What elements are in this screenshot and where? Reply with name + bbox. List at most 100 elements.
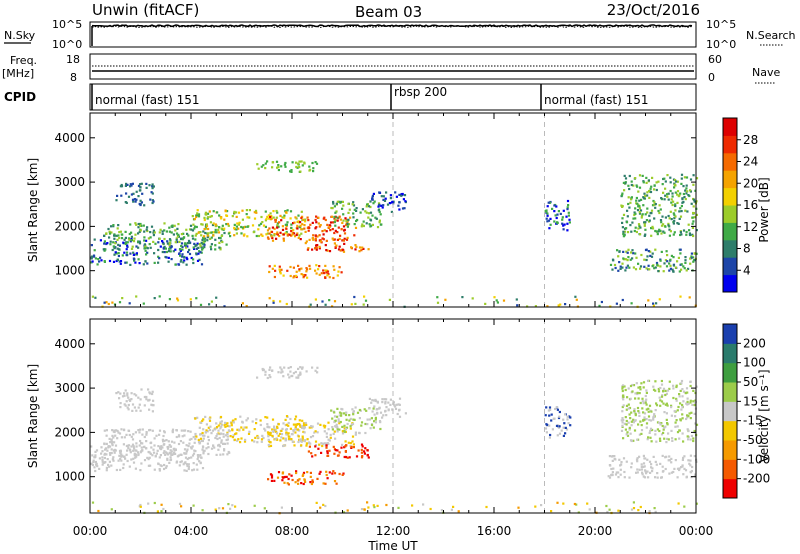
echo-cell — [565, 428, 569, 431]
echo-cell — [650, 410, 653, 413]
echo-cell — [127, 396, 130, 399]
echo-cell — [377, 202, 381, 205]
echo-cell — [165, 230, 168, 233]
echo-cell — [194, 432, 197, 436]
echo-cell — [682, 229, 686, 232]
echo-cell — [204, 231, 207, 235]
echo-cell — [142, 302, 145, 305]
echo-cell — [177, 233, 180, 236]
echo-cell — [692, 389, 695, 392]
echo-cell — [311, 481, 314, 484]
echo-cell — [302, 426, 305, 429]
echo-cell — [266, 232, 269, 235]
echo-cell — [94, 460, 97, 464]
echo-cell — [119, 262, 122, 265]
echo-cell — [266, 423, 269, 426]
echo-cell — [142, 224, 145, 227]
echo-cell — [549, 433, 552, 437]
echo-cell — [173, 441, 176, 444]
echo-cell — [679, 215, 683, 218]
echo-cell — [624, 269, 627, 272]
echo-cell — [198, 442, 201, 445]
echo-cell — [117, 234, 120, 237]
echo-cell — [361, 455, 364, 458]
echo-cell — [327, 428, 330, 431]
echo-cell — [185, 469, 188, 472]
echo-cell — [556, 501, 559, 504]
echo-cell — [282, 237, 285, 240]
echo-cell — [140, 224, 143, 227]
echo-cell — [130, 239, 133, 242]
echo-cell — [122, 463, 125, 466]
echo-cell — [267, 435, 270, 438]
echo-cell — [297, 482, 300, 485]
echo-cell — [149, 428, 152, 432]
echo-cell — [631, 383, 634, 387]
echo-cell — [436, 296, 439, 299]
echo-cell — [667, 222, 670, 225]
echo-cell — [268, 270, 271, 274]
echo-cell — [335, 202, 338, 205]
echo-cell — [356, 411, 360, 414]
echo-cell — [223, 442, 227, 445]
echo-cell — [315, 246, 318, 249]
echo-cell — [183, 452, 186, 455]
echo-cell — [675, 385, 678, 389]
echo-cell — [279, 272, 282, 275]
echo-cell — [329, 433, 332, 436]
echo-cell — [214, 238, 217, 241]
echo-cell — [229, 507, 232, 510]
echo-cell — [693, 412, 696, 415]
echo-cell — [206, 212, 210, 215]
echo-cell — [173, 451, 176, 454]
echo-cell — [103, 429, 106, 432]
echo-cell — [115, 468, 118, 472]
echo-cell — [215, 231, 218, 234]
echo-cell — [283, 444, 286, 447]
echo-cell — [145, 433, 148, 436]
echo-cell — [307, 247, 310, 250]
echo-cell — [689, 399, 692, 402]
echo-cell — [185, 263, 188, 266]
echo-cell — [679, 233, 682, 237]
echo-cell — [695, 423, 699, 426]
echo-cell — [378, 221, 381, 224]
echo-cell — [122, 466, 125, 470]
echo-cell — [206, 442, 209, 445]
echo-cell — [281, 370, 284, 373]
echo-cell — [635, 458, 639, 461]
colorbar-tick-label: 12 — [743, 220, 758, 234]
echo-cell — [368, 223, 371, 226]
echo-cell — [271, 161, 275, 164]
echo-cell — [633, 409, 636, 413]
echo-cell — [153, 468, 156, 471]
echo-cell — [692, 256, 695, 259]
echo-cell — [200, 223, 203, 226]
echo-cell — [645, 258, 648, 262]
echo-cell — [638, 392, 641, 395]
echo-cell — [194, 234, 197, 237]
echo-cell — [563, 422, 566, 425]
echo-cell — [654, 460, 657, 463]
echo-cell — [141, 442, 144, 445]
echo-cell — [264, 219, 267, 222]
echo-cell — [681, 403, 684, 407]
echo-cell — [235, 228, 238, 231]
echo-cell — [209, 237, 212, 240]
echo-cell — [379, 421, 382, 424]
echo-cell — [389, 398, 392, 401]
echo-cell — [331, 428, 334, 431]
echo-cell — [393, 404, 396, 407]
echo-cell — [398, 409, 401, 412]
echo-cell — [152, 200, 155, 203]
echo-cell — [290, 438, 293, 441]
echo-cell — [334, 229, 337, 232]
echo-cell — [182, 236, 185, 240]
echo-cell — [304, 218, 307, 221]
echo-cell — [139, 186, 142, 189]
echo-cell — [684, 259, 687, 262]
echo-cell — [559, 212, 562, 215]
echo-cell — [653, 267, 656, 270]
echo-cell — [353, 208, 356, 211]
